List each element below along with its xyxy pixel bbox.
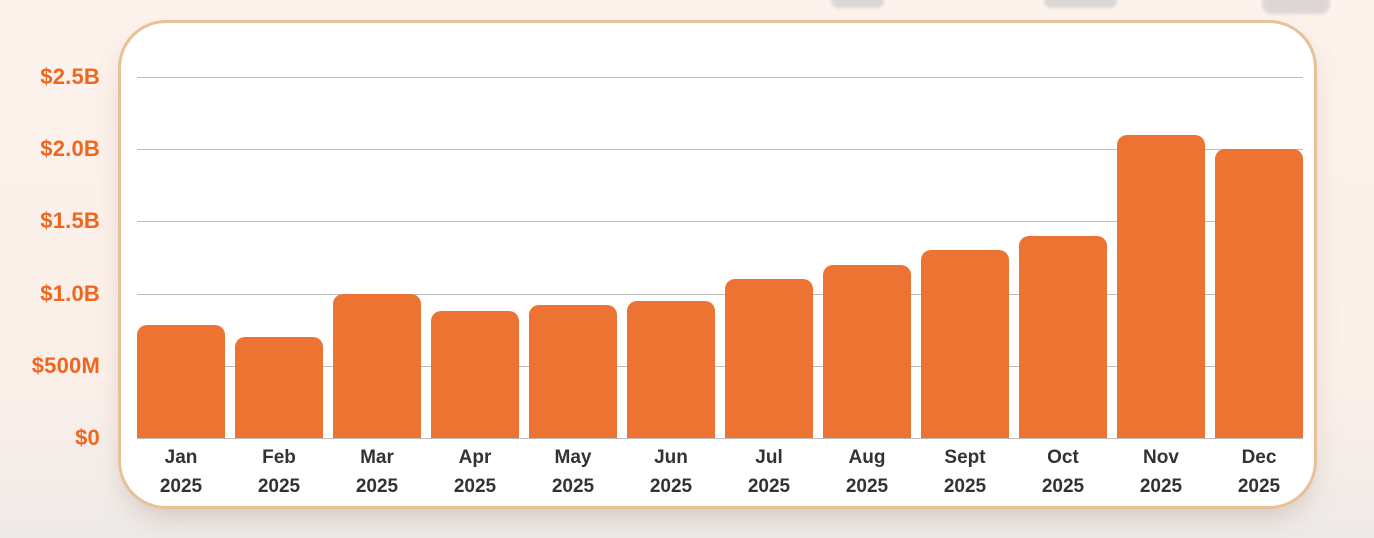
gridline: [137, 293, 1303, 295]
y-tick-label: $0: [75, 425, 100, 450]
x-label-month: Nov: [1143, 447, 1179, 468]
x-label-month: May: [554, 447, 592, 468]
bar-nov-2025[interactable]: [1117, 134, 1205, 438]
x-label-jun: Jun 2025: [627, 443, 715, 501]
x-label-mar: Mar 2025: [333, 443, 421, 501]
y-tick-label: $500M: [31, 352, 100, 378]
x-label-jan: Jan 2025: [137, 443, 225, 501]
bar-chart-plot: [137, 77, 1303, 439]
y-tick-label: $2.0B: [40, 136, 100, 162]
cutoff-gray-element-1: [831, 0, 884, 8]
cutoff-gray-element-2: [1044, 0, 1117, 8]
cutoff-gray-element-3: [1262, 0, 1330, 14]
bar-aug-2025[interactable]: [823, 264, 911, 438]
y-tick-label: $1.0B: [40, 280, 100, 306]
bar-sept-2025[interactable]: [921, 250, 1009, 438]
bar-feb-2025[interactable]: [235, 336, 323, 438]
x-label-feb: Feb 2025: [235, 443, 323, 501]
x-label-may: May 2025: [529, 443, 617, 501]
x-label-month: Jun: [654, 447, 688, 468]
x-label-month: Apr: [458, 447, 492, 468]
x-label-year: 2025: [845, 476, 889, 497]
x-label-year: 2025: [355, 476, 399, 497]
x-axis-labels: Jan 2025 Feb 2025 Mar 2025 Apr 2025 May 2025 Jun 20…: [137, 443, 1303, 503]
x-label-oct: Oct 2025: [1019, 443, 1107, 501]
x-label-month: Sept: [944, 447, 986, 468]
x-label-sept: Sept 2025: [921, 443, 1009, 501]
bar-apr-2025[interactable]: [431, 310, 519, 438]
x-label-month: Feb: [262, 447, 296, 468]
y-axis-labels: $0 $500M $1.0B $1.5B $2.0B $2.5B: [0, 64, 100, 450]
y-tick-label: $2.5B: [40, 64, 100, 89]
x-label-month: Dec: [1241, 447, 1277, 468]
gridline: [137, 221, 1303, 223]
gridline: [137, 149, 1303, 151]
x-label-month: Oct: [1047, 447, 1079, 468]
x-label-jul: Jul 2025: [725, 443, 813, 501]
x-label-month: Aug: [848, 447, 886, 468]
x-label-year: 2025: [1139, 476, 1183, 497]
x-label-year: 2025: [747, 476, 791, 497]
x-label-year: 2025: [1041, 476, 1085, 497]
bar-jun-2025[interactable]: [627, 300, 715, 438]
y-tick-label: $1.5B: [40, 208, 100, 234]
bar-jul-2025[interactable]: [725, 279, 813, 438]
x-label-month: Jul: [755, 447, 783, 468]
x-label-month: Jan: [164, 447, 198, 468]
x-label-year: 2025: [1237, 476, 1281, 497]
x-label-year: 2025: [257, 476, 301, 497]
x-label-dec: Dec 2025: [1215, 443, 1303, 501]
x-label-nov: Nov 2025: [1117, 443, 1205, 501]
x-label-year: 2025: [453, 476, 497, 497]
x-label-apr: Apr 2025: [431, 443, 519, 501]
x-label-year: 2025: [649, 476, 693, 497]
gridline: [137, 77, 1303, 78]
x-label-year: 2025: [159, 476, 203, 497]
x-label-year: 2025: [551, 476, 595, 497]
gridline: [137, 365, 1303, 367]
bar-may-2025[interactable]: [529, 305, 617, 438]
x-label-aug: Aug 2025: [823, 443, 911, 501]
gridline: [137, 438, 1303, 439]
x-label-year: 2025: [943, 476, 987, 497]
bar-jan-2025[interactable]: [137, 325, 225, 438]
bar-oct-2025[interactable]: [1019, 235, 1107, 438]
bar-dec-2025[interactable]: [1215, 149, 1303, 438]
x-label-month: Mar: [360, 447, 394, 468]
bar-mar-2025[interactable]: [333, 293, 421, 438]
